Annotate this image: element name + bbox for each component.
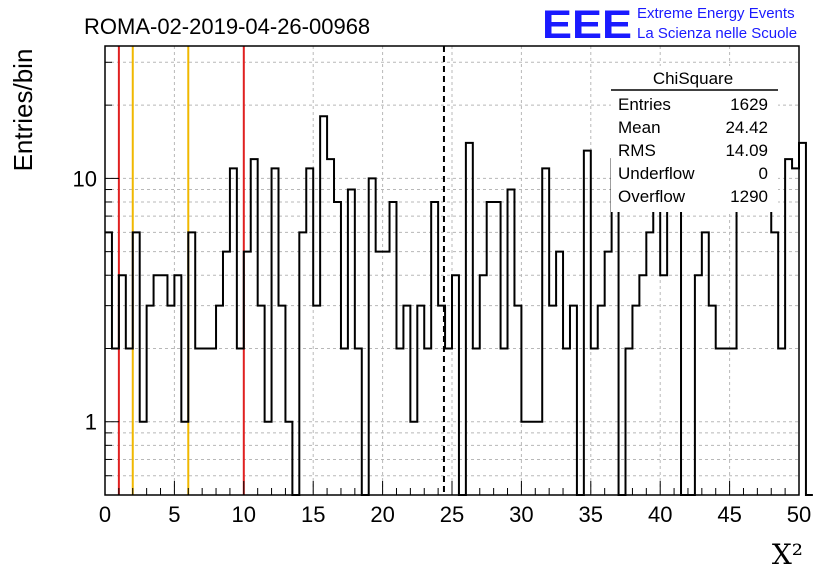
x-tick-label: 35 <box>579 502 603 527</box>
y-tick-label: 1 <box>85 410 97 435</box>
eee-line-1: Extreme Energy Events <box>637 5 795 22</box>
stats-label: Overflow <box>618 187 686 206</box>
y-tick-labels: 1 10 <box>73 166 97 434</box>
stats-value: 0 <box>759 164 768 183</box>
x-tick-label: 30 <box>509 502 533 527</box>
stats-value: 1290 <box>730 187 768 206</box>
x-tick-label: 20 <box>370 502 394 527</box>
eee-mark: EEE <box>542 3 632 47</box>
eee-line-2: La Scienza nelle Scuole <box>637 25 797 42</box>
stats-label: Entries <box>618 95 671 114</box>
stats-label: Mean <box>618 118 661 137</box>
chart-title: ROMA-02-2019-04-26-00968 <box>84 14 370 39</box>
stats-row-underflow: Underflow 0 <box>618 164 768 183</box>
x-tick-labels: 0 5 10 15 20 25 30 35 40 45 50 <box>99 502 811 527</box>
x-tick-label: 25 <box>440 502 464 527</box>
x-tick-label: 15 <box>301 502 325 527</box>
stats-header: ChiSquare <box>653 69 733 88</box>
stats-row-mean: Mean 24.42 <box>618 118 768 137</box>
x-axis-title: X² <box>772 538 803 571</box>
stats-label: RMS <box>618 141 656 160</box>
reference-lines <box>117 46 445 495</box>
y-axis-title: Entries/bin <box>8 49 38 172</box>
x-tick-label: 5 <box>168 502 180 527</box>
stats-row-overflow: Overflow 1290 <box>618 187 768 206</box>
x-tick-label: 50 <box>787 502 811 527</box>
stats-value: 14.09 <box>725 141 768 160</box>
x-tick-label: 10 <box>232 502 256 527</box>
x-tick-label: 40 <box>648 502 672 527</box>
x-tick-label: 0 <box>99 502 111 527</box>
y-tick-label: 10 <box>73 166 97 191</box>
stats-row-rms: RMS 14.09 <box>618 141 768 160</box>
x-tick-label: 45 <box>717 502 741 527</box>
stats-value: 24.42 <box>725 118 768 137</box>
stats-value: 1629 <box>730 95 768 114</box>
axis-ticks <box>104 61 800 496</box>
stats-box: ChiSquare Entries 1629 Mean 24.42 RMS 14… <box>611 66 778 212</box>
stats-label: Underflow <box>618 164 695 183</box>
stats-row-entries: Entries 1629 <box>618 95 768 114</box>
eee-logo: EEE Extreme Energy Events La Scienza nel… <box>542 3 797 47</box>
